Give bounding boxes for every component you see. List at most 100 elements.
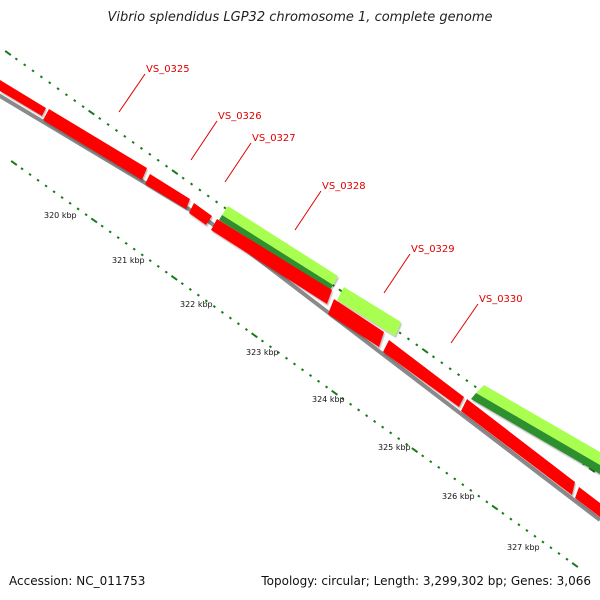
- minor-tick: [541, 540, 545, 544]
- minor-tick: [473, 385, 477, 389]
- minor-tick: [116, 236, 120, 240]
- major-tick: [170, 275, 178, 281]
- gene-label-vs-0325: VS_0325: [146, 64, 190, 75]
- gene-callout-vs-0330: VS_0330: [450, 294, 523, 344]
- scale-label-324: 324 kbp: [312, 395, 345, 404]
- minor-tick: [268, 345, 273, 349]
- minor-tick: [220, 310, 224, 314]
- forward-gene-vs-0328: [219, 206, 338, 290]
- minor-tick: [349, 402, 353, 406]
- major-tick: [588, 467, 596, 473]
- minor-tick: [365, 414, 369, 418]
- chromosome-backbone: [0, 93, 600, 522]
- major-tick: [571, 562, 579, 568]
- minor-tick: [156, 264, 160, 268]
- minor-tick: [98, 117, 102, 121]
- map-title: Vibrio splendidus LGP32 chromosome 1, co…: [107, 10, 493, 25]
- minor-tick: [148, 259, 152, 263]
- minor-tick: [73, 99, 77, 103]
- major-tick: [10, 160, 18, 166]
- minor-tick: [148, 152, 152, 156]
- minor-tick: [300, 368, 305, 372]
- minor-tick: [456, 373, 461, 377]
- minor-tick: [36, 178, 40, 182]
- forward-gene-vs-0329: [337, 287, 401, 336]
- major-tick: [4, 50, 12, 56]
- minor-tick: [440, 361, 444, 365]
- inner-tick-track: [10, 160, 579, 568]
- minor-tick: [132, 247, 136, 251]
- major-tick: [491, 504, 499, 511]
- scale-label-327: 327 kbp: [507, 543, 540, 552]
- minor-tick: [189, 182, 194, 186]
- minor-tick: [124, 241, 128, 245]
- minor-tick: [465, 379, 469, 383]
- minor-tick: [316, 379, 321, 383]
- minor-tick: [223, 206, 227, 210]
- scale-label-322: 322 kbp: [180, 300, 213, 309]
- minor-tick: [206, 194, 210, 198]
- minor-tick: [324, 385, 329, 389]
- minor-tick: [84, 213, 88, 217]
- minor-tick: [533, 534, 537, 538]
- minor-tick: [398, 331, 402, 335]
- minor-tick: [28, 172, 32, 176]
- minor-tick: [140, 253, 144, 257]
- minor-tick: [381, 425, 385, 429]
- minor-tick: [180, 282, 184, 286]
- minor-tick: [453, 477, 457, 481]
- gene-callout-vs-0328: VS_0328: [294, 181, 366, 231]
- minor-tick: [123, 134, 127, 138]
- major-tick: [90, 217, 98, 224]
- minor-tick: [131, 140, 135, 144]
- major-tick: [421, 348, 429, 354]
- minor-tick: [445, 471, 449, 475]
- major-tick: [171, 169, 179, 175]
- gene-label-vs-0330: VS_0330: [479, 294, 523, 305]
- minor-tick: [44, 184, 48, 188]
- minor-tick: [525, 529, 529, 533]
- major-tick: [251, 332, 258, 339]
- major-tick: [331, 389, 338, 396]
- minor-tick: [212, 305, 216, 309]
- minor-tick: [397, 437, 401, 441]
- minor-tick: [284, 356, 289, 360]
- minor-tick: [31, 69, 35, 73]
- gene-callout-vs-0326: VS_0326: [190, 111, 262, 161]
- minor-tick: [509, 517, 513, 521]
- minor-tick: [64, 93, 68, 97]
- minor-tick: [20, 167, 24, 171]
- minor-tick: [52, 190, 56, 194]
- minor-tick: [244, 328, 248, 332]
- minor-tick: [429, 460, 433, 464]
- minor-tick: [389, 431, 393, 435]
- gene-callout-vs-0327: VS_0327: [224, 133, 296, 183]
- gene-label-vs-0329: VS_0329: [411, 244, 455, 255]
- minor-tick: [421, 454, 425, 458]
- minor-tick: [477, 494, 481, 498]
- minor-tick: [106, 122, 110, 126]
- major-tick: [87, 109, 95, 116]
- minor-tick: [114, 128, 119, 132]
- minor-tick: [48, 81, 52, 85]
- gene-label-vs-0326: VS_0326: [218, 111, 262, 122]
- minor-tick: [549, 546, 553, 550]
- gene-callout-vs-0329: VS_0329: [383, 244, 455, 294]
- minor-tick: [68, 201, 72, 205]
- minor-tick: [565, 557, 569, 561]
- scale-label-321: 321 kbp: [112, 256, 145, 265]
- gene-callout-vs-0325: VS_0325: [118, 64, 190, 113]
- scale-label-323: 323 kbp: [246, 348, 279, 357]
- minor-tick: [228, 316, 232, 320]
- minor-tick: [164, 164, 169, 168]
- minor-tick: [276, 351, 281, 355]
- gene-label-vs-0327: VS_0327: [252, 133, 296, 144]
- minor-tick: [357, 408, 361, 412]
- minor-tick: [100, 224, 104, 228]
- minor-tick: [76, 207, 80, 211]
- genome-summary-text: Topology: circular; Length: 3,299,302 bp…: [261, 574, 591, 588]
- minor-tick: [405, 442, 409, 446]
- minor-tick: [292, 362, 297, 366]
- minor-tick: [60, 195, 64, 199]
